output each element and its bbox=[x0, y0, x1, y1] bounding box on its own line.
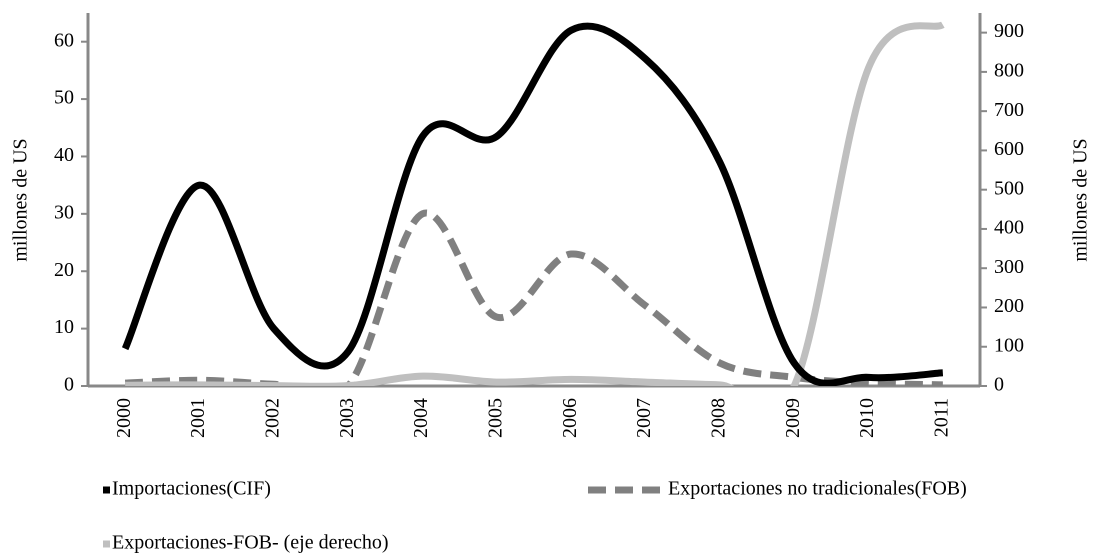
y-tick-label: 60 bbox=[54, 29, 74, 51]
legend-label: Importaciones(CIF) bbox=[112, 478, 271, 500]
x-tick-label: 2006 bbox=[559, 398, 581, 438]
y2-tick-label: 900 bbox=[994, 20, 1024, 42]
x-tick-label: 2003 bbox=[336, 398, 358, 438]
y2-tick-label: 0 bbox=[994, 374, 1004, 396]
y-tick-label: 20 bbox=[54, 259, 74, 281]
x-tick-label: 2008 bbox=[707, 398, 729, 438]
series-line bbox=[125, 209, 943, 386]
y-tick-label: 30 bbox=[54, 201, 74, 223]
y2-tick-label: 800 bbox=[994, 59, 1024, 81]
y2-tick-label: 300 bbox=[994, 256, 1024, 278]
y-tick-label: 40 bbox=[54, 144, 74, 166]
y2-tick-label: 100 bbox=[994, 334, 1024, 356]
x-tick-label: 2000 bbox=[113, 398, 135, 438]
series-line bbox=[125, 21, 945, 386]
x-tick-label: 2002 bbox=[261, 398, 283, 438]
x-tick-label: 2011 bbox=[930, 398, 952, 437]
y-tick-label: 10 bbox=[54, 316, 74, 338]
x-tick-label: 2004 bbox=[410, 398, 432, 438]
y2-tick-label: 200 bbox=[994, 295, 1024, 317]
x-tick-label: 2001 bbox=[187, 398, 209, 438]
x-tick-label: 2007 bbox=[633, 398, 655, 438]
x-tick-label: 2009 bbox=[782, 398, 804, 438]
y2-tick-label: 400 bbox=[994, 217, 1024, 239]
legend-label: Exportaciones-FOB- (eje derecho) bbox=[112, 532, 389, 554]
y2-tick-label: 500 bbox=[994, 177, 1024, 199]
y2-tick-label: 700 bbox=[994, 99, 1024, 121]
x-tick-label: 2010 bbox=[856, 398, 878, 438]
y-axis-title: millones de US bbox=[10, 138, 32, 261]
y-tick-label: 50 bbox=[54, 87, 74, 109]
legend-label: Exportaciones no tradicionales(FOB) bbox=[668, 478, 967, 500]
x-tick-label: 2005 bbox=[484, 398, 506, 438]
y2-tick-label: 600 bbox=[994, 138, 1024, 160]
series-line bbox=[121, 22, 944, 386]
y2-axis-title: millones de US bbox=[1070, 138, 1092, 261]
y-tick-label: 0 bbox=[64, 374, 74, 396]
